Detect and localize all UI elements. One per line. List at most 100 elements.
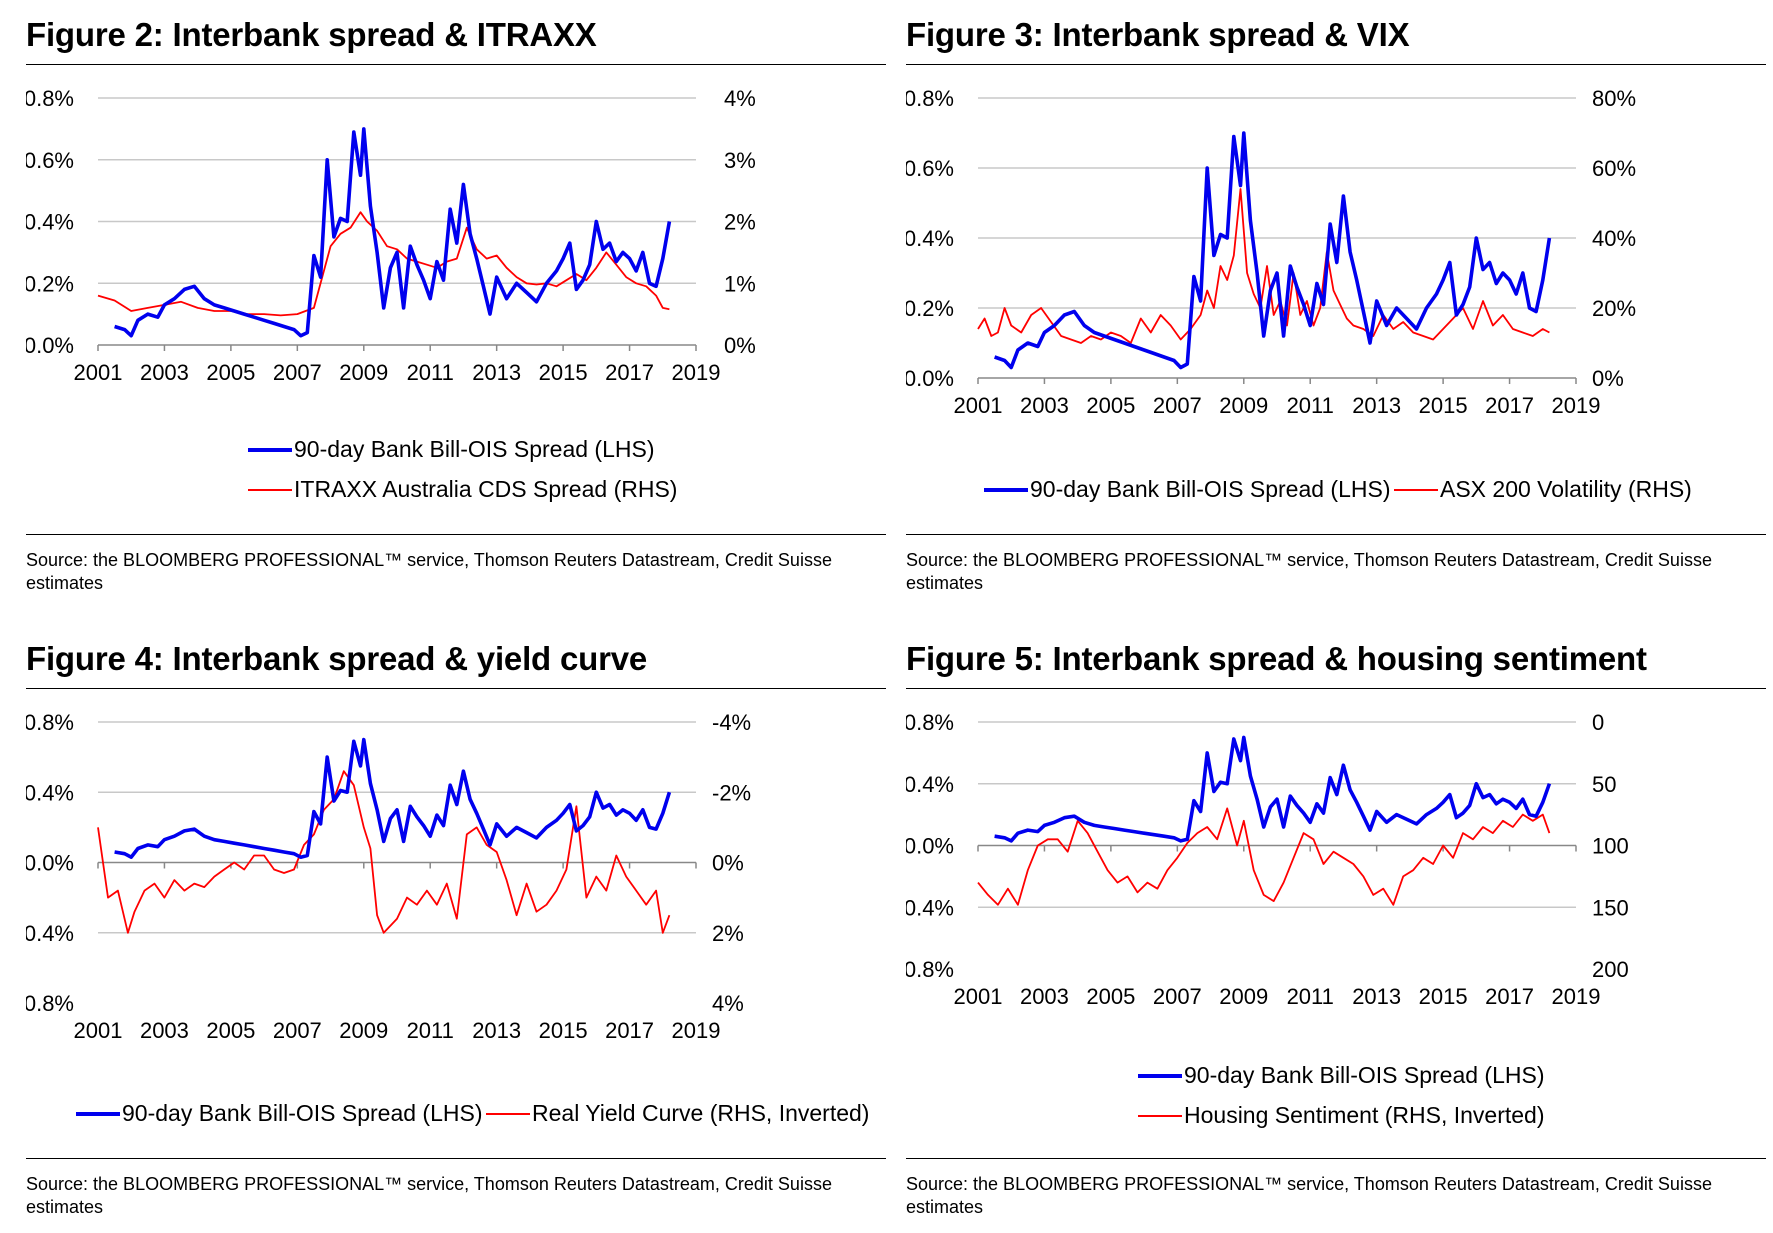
x-tick-label: 2009: [339, 1018, 388, 1043]
left-tick-label: 0.8%: [26, 86, 74, 111]
blue-line-swatch: [248, 447, 292, 452]
legend-item-itraxx: ITRAXX Australia CDS Spread (RHS): [248, 476, 677, 503]
tick-labels: -0.8% 200 -0.4% 150 0.0% 100 0.4% 50 0.8% 0 2001 20…: [906, 710, 1629, 1009]
right-tick-label: 2%: [724, 210, 756, 235]
blue-line-swatch: [1138, 1073, 1182, 1078]
gridlines: [97, 721, 697, 934]
x-tick-label: 2003: [140, 360, 189, 385]
x-tick-label: 2011: [407, 1018, 454, 1043]
legend-item-housing-sentiment: Housing Sentiment (RHS, Inverted): [1138, 1102, 1545, 1129]
left-tick-label: -0.4%: [26, 921, 74, 946]
tick-labels: 0.0% 0% 0.2% 20% 0.4% 40% 0.6% 60% 0.8% 80% 2001 20…: [906, 86, 1636, 418]
tick-labels: -0.8% 4% -0.4% 2% 0.0% 0% 0.4% -2% 0.8% -4% 2001 20…: [26, 710, 751, 1043]
x-tick-label: 2003: [1020, 984, 1069, 1009]
figure-3-title: Figure 3: Interbank spread & VIX: [906, 16, 1410, 53]
right-tick-label: -4%: [712, 710, 751, 735]
left-tick-label: 0.2%: [26, 271, 74, 296]
tick-labels: 0.0% 0% 0.2% 1% 0.4% 2% 0.6% 3% 0.8% 4% 2001 2003 20…: [26, 86, 756, 385]
x-tick-label: 2001: [954, 984, 1003, 1009]
x-tick-label: 2001: [954, 393, 1003, 418]
x-tick-label: 2013: [1352, 393, 1401, 418]
figure-4-panel: Figure 4: Interbank spread & yield curve…: [26, 640, 886, 1230]
left-tick-label: 0.4%: [26, 780, 74, 805]
legend-label: 90-day Bank Bill-OIS Spread (LHS): [1184, 1062, 1545, 1088]
source-rule: [906, 534, 1766, 535]
legend-item-real-yield-curve: Real Yield Curve (RHS, Inverted): [486, 1100, 869, 1127]
x-tick-label: 2003: [1020, 393, 1069, 418]
series-line-rhs: [97, 770, 671, 934]
source-rule: [26, 1158, 886, 1159]
legend-label: 90-day Bank Bill-OIS Spread (LHS): [294, 436, 655, 462]
right-tick-label: 3%: [724, 148, 756, 173]
figure-4-title: Figure 4: Interbank spread & yield curve: [26, 640, 648, 677]
gridlines: [977, 97, 1577, 384]
legend-item-bank-bill-ois: 90-day Bank Bill-OIS Spread (LHS): [76, 1100, 483, 1127]
right-tick-label: 1%: [724, 271, 756, 296]
figure-2-legend: 90-day Bank Bill-OIS Spread (LHS) ITRAXX…: [26, 436, 886, 526]
legend-item-asx200-volatility: ASX 200 Volatility (RHS): [1394, 476, 1692, 503]
figure-2-source: Source: the BLOOMBERG PROFESSIONAL™ serv…: [26, 550, 832, 593]
x-tick-label: 2017: [1485, 393, 1534, 418]
x-tick-label: 2009: [1219, 393, 1268, 418]
red-line-swatch: [486, 1112, 530, 1115]
left-tick-label: 0.4%: [906, 772, 954, 797]
figure-3-chart: 0.0% 0% 0.2% 20% 0.4% 40% 0.6% 60% 0.8% 80% 2001 20…: [906, 86, 1636, 418]
figure-5-title: Figure 5: Interbank spread & housing sen…: [906, 640, 1647, 677]
figure-2-panel: Figure 2: Interbank spread & ITRAXX 0.0%…: [26, 16, 886, 606]
figure-5-panel: Figure 5: Interbank spread & housing sen…: [906, 640, 1766, 1230]
left-tick-label: 0.6%: [26, 148, 74, 173]
right-tick-label: 100: [1592, 834, 1629, 859]
left-tick-label: 0.2%: [906, 296, 954, 321]
right-tick-label: 200: [1592, 957, 1629, 982]
x-tick-label: 2013: [472, 360, 521, 385]
left-tick-label: 0.8%: [906, 86, 954, 111]
x-tick-label: 2007: [273, 1018, 322, 1043]
figure-5-source: Source: the BLOOMBERG PROFESSIONAL™ serv…: [906, 1174, 1712, 1217]
red-line-swatch: [1394, 488, 1438, 491]
left-tick-label: 0.0%: [26, 333, 74, 358]
legend-label: Housing Sentiment (RHS, Inverted): [1184, 1102, 1545, 1128]
x-tick-label: 2011: [1287, 984, 1334, 1009]
right-tick-label: 80%: [1592, 86, 1636, 111]
right-tick-label: 150: [1592, 895, 1629, 920]
x-tick-label: 2017: [605, 360, 654, 385]
series-line-bank-bill-ois: [114, 737, 672, 859]
right-tick-label: 50: [1592, 772, 1616, 797]
x-tick-label: 2015: [1419, 393, 1468, 418]
x-tick-label: 2019: [1552, 984, 1601, 1009]
figure-4-chart: -0.8% 4% -0.4% 2% 0.0% 0% 0.4% -2% 0.8% -4% 2001 20…: [26, 710, 751, 1043]
source-rule: [906, 1158, 1766, 1159]
x-tick-label: 2005: [1086, 393, 1135, 418]
x-tick-label: 2011: [407, 360, 454, 385]
legend-item-bank-bill-ois: 90-day Bank Bill-OIS Spread (LHS): [984, 476, 1391, 503]
left-tick-label: 0.4%: [906, 226, 954, 251]
x-tick-label: 2007: [1153, 393, 1202, 418]
red-line-swatch: [248, 488, 292, 491]
x-tick-label: 2015: [539, 1018, 588, 1043]
red-line-swatch: [1138, 1114, 1182, 1117]
right-tick-label: -2%: [712, 780, 751, 805]
title-rule: [906, 688, 1766, 689]
series-line-rhs: [977, 188, 1550, 344]
x-tick-label: 2013: [472, 1018, 521, 1043]
left-tick-label: 0.8%: [26, 710, 74, 735]
left-tick-label: -0.4%: [906, 895, 954, 920]
right-tick-label: 0%: [724, 333, 756, 358]
left-tick-label: -0.8%: [26, 991, 74, 1016]
series-line-bank-bill-ois: [994, 131, 1552, 370]
x-tick-label: 2005: [206, 360, 255, 385]
figure-5-legend: 90-day Bank Bill-OIS Spread (LHS) Housin…: [906, 1062, 1766, 1152]
x-tick-label: 2007: [273, 360, 322, 385]
x-tick-label: 2015: [539, 360, 588, 385]
left-tick-label: 0.0%: [906, 366, 954, 391]
figure-3-legend: 90-day Bank Bill-OIS Spread (LHS) ASX 20…: [906, 476, 1766, 526]
left-tick-label: -0.8%: [906, 957, 954, 982]
left-tick-label: 0.8%: [906, 710, 954, 735]
x-tick-label: 2011: [1287, 393, 1334, 418]
right-tick-label: 2%: [712, 921, 744, 946]
figure-5-chart: -0.8% 200 -0.4% 150 0.0% 100 0.4% 50 0.8% 0 2001 20…: [906, 710, 1629, 1009]
x-tick-label: 2003: [140, 1018, 189, 1043]
x-tick-label: 2001: [74, 1018, 123, 1043]
source-rule: [26, 534, 886, 535]
legend-item-bank-bill-ois: 90-day Bank Bill-OIS Spread (LHS): [248, 436, 655, 463]
